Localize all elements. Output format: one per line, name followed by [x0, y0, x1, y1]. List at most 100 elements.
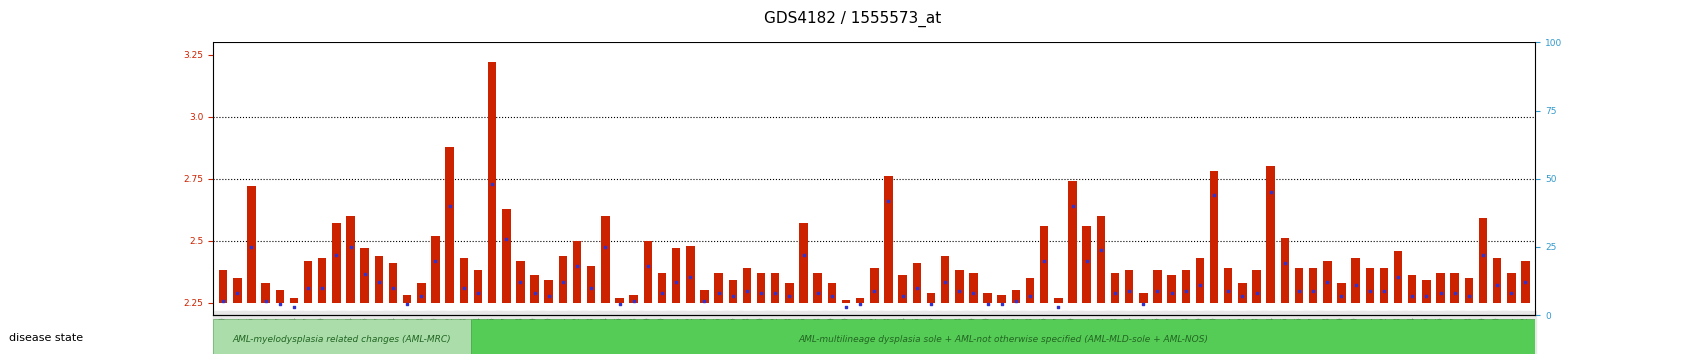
- Text: AML-myelodysplasia related changes (AML-MRC): AML-myelodysplasia related changes (AML-…: [232, 335, 452, 344]
- Bar: [544, 280, 552, 303]
- Point: [1483, 282, 1511, 288]
- Point: [619, 298, 646, 304]
- Bar: [1195, 258, 1204, 303]
- Bar: [1025, 278, 1033, 303]
- Bar: [658, 273, 667, 303]
- Point: [266, 301, 293, 307]
- Bar: [346, 216, 355, 303]
- Bar: [600, 216, 609, 303]
- Bar: [218, 270, 227, 303]
- Bar: [616, 298, 624, 303]
- Bar: [1393, 251, 1402, 303]
- Bar: [1465, 278, 1471, 303]
- Point: [1101, 290, 1129, 296]
- Point: [563, 263, 590, 269]
- Point: [789, 252, 817, 258]
- Point: [846, 301, 873, 307]
- Point: [1043, 304, 1071, 310]
- Point: [677, 274, 704, 280]
- Bar: [517, 261, 525, 303]
- Point: [987, 301, 1014, 307]
- Point: [917, 301, 945, 307]
- Point: [1243, 290, 1270, 296]
- Point: [295, 285, 322, 291]
- Point: [549, 280, 576, 285]
- Bar: [573, 241, 581, 303]
- Text: AML-multilineage dysplasia sole + AML-not otherwise specified (AML-MLD-sole + AM: AML-multilineage dysplasia sole + AML-no…: [798, 335, 1207, 344]
- Bar: [332, 223, 341, 303]
- Bar: [1040, 226, 1049, 303]
- Bar: [1011, 290, 1020, 303]
- Bar: [926, 293, 934, 303]
- Bar: [234, 278, 242, 303]
- Bar: [488, 62, 496, 303]
- Bar: [827, 283, 835, 303]
- Bar: [1506, 273, 1514, 303]
- Bar: [416, 283, 425, 303]
- Bar: [261, 283, 269, 303]
- Point: [1441, 290, 1468, 296]
- Point: [1086, 247, 1113, 252]
- Point: [875, 198, 902, 204]
- Bar: [800, 223, 808, 303]
- Point: [1185, 282, 1212, 288]
- Bar: [587, 266, 595, 303]
- Point: [1398, 293, 1425, 299]
- Bar: [629, 295, 638, 303]
- Text: GDS4182 / 1555573_at: GDS4182 / 1555573_at: [764, 11, 941, 27]
- Bar: [402, 295, 411, 303]
- Bar: [1067, 181, 1076, 303]
- Bar: [1124, 270, 1132, 303]
- Point: [1142, 288, 1170, 293]
- Bar: [784, 283, 793, 303]
- Point: [1412, 293, 1439, 299]
- Bar: [501, 209, 510, 303]
- Point: [578, 285, 605, 291]
- Bar: [883, 176, 892, 303]
- Point: [210, 298, 237, 304]
- Point: [945, 288, 972, 293]
- Bar: [742, 268, 750, 303]
- Point: [960, 290, 987, 296]
- Point: [1158, 290, 1185, 296]
- Bar: [771, 273, 779, 303]
- Bar: [360, 248, 368, 303]
- Point: [776, 293, 803, 299]
- Point: [252, 298, 280, 304]
- Point: [1384, 274, 1412, 280]
- Bar: [1323, 261, 1332, 303]
- Point: [592, 244, 619, 250]
- Bar: [841, 300, 849, 303]
- Bar: [955, 270, 963, 303]
- Point: [520, 290, 547, 296]
- Point: [974, 301, 1001, 307]
- Point: [691, 298, 718, 304]
- Bar: [1436, 273, 1444, 303]
- Bar: [1222, 268, 1231, 303]
- Point: [1313, 280, 1340, 285]
- Bar: [1209, 171, 1217, 303]
- Point: [720, 293, 747, 299]
- Bar: [1182, 270, 1190, 303]
- Bar: [445, 147, 454, 303]
- Bar: [685, 246, 694, 303]
- Bar: [471, 319, 1534, 354]
- Point: [450, 285, 477, 291]
- Point: [394, 301, 421, 307]
- Point: [803, 290, 830, 296]
- Point: [704, 290, 731, 296]
- Point: [1016, 293, 1043, 299]
- Bar: [1294, 268, 1303, 303]
- Bar: [643, 241, 651, 303]
- Bar: [1308, 268, 1316, 303]
- Point: [1115, 288, 1142, 293]
- Point: [733, 288, 760, 293]
- Bar: [530, 275, 539, 303]
- Point: [747, 290, 774, 296]
- Bar: [1265, 166, 1274, 303]
- Bar: [757, 273, 766, 303]
- Point: [1030, 258, 1057, 263]
- Bar: [1422, 280, 1430, 303]
- Bar: [912, 263, 921, 303]
- Bar: [899, 275, 907, 303]
